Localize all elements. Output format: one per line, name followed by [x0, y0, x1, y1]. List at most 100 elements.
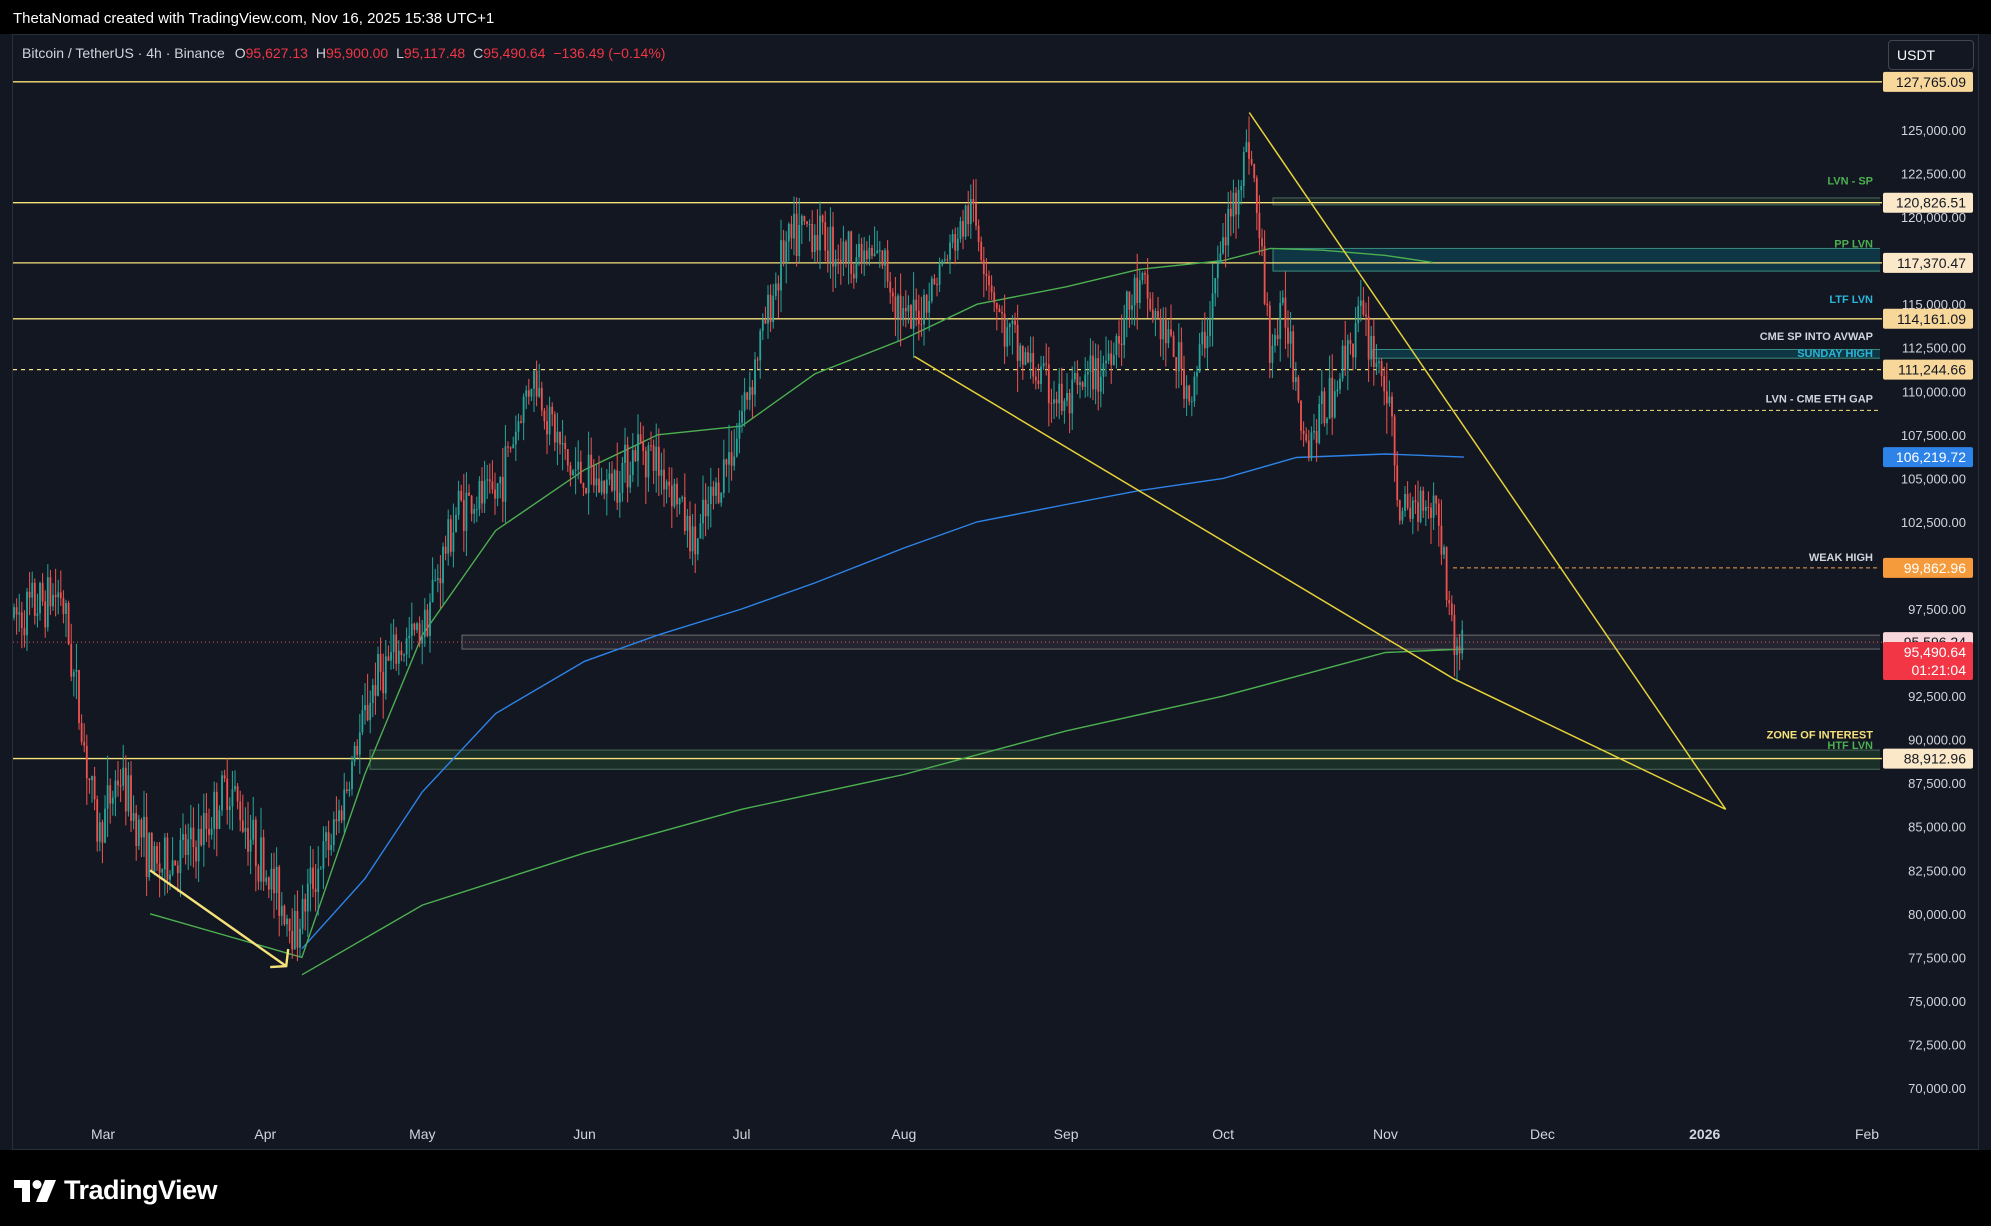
candle-body	[1318, 403, 1321, 443]
candle-body	[1391, 396, 1393, 417]
candle	[143, 790, 145, 857]
candle-body	[1388, 396, 1391, 404]
candle	[1021, 345, 1024, 380]
candle	[1297, 375, 1300, 404]
candle-body	[293, 910, 296, 950]
candle	[431, 557, 434, 603]
candle-body	[1432, 495, 1435, 518]
candle	[1107, 340, 1110, 365]
candle-body	[982, 259, 985, 275]
candle	[273, 852, 275, 919]
candle	[577, 440, 580, 480]
candle	[403, 653, 405, 663]
candle-body	[184, 834, 187, 855]
candle-body	[1435, 495, 1438, 504]
candle-body	[301, 899, 304, 929]
tag-111244: 111,244.66	[1898, 362, 1966, 378]
candle-body	[343, 789, 346, 821]
x-tick-1: Apr	[254, 1126, 276, 1142]
candle	[283, 904, 286, 926]
candle-body	[631, 450, 634, 475]
candle	[639, 422, 642, 445]
candle-body	[1068, 392, 1071, 414]
candle	[951, 229, 954, 249]
candle-body	[1323, 391, 1326, 424]
candle	[1040, 355, 1042, 392]
candle	[314, 863, 317, 912]
candle-body	[608, 473, 611, 480]
candle-body	[304, 899, 307, 912]
candle-body	[1245, 142, 1248, 153]
candle	[275, 847, 278, 910]
candle	[156, 842, 158, 871]
candle-body	[338, 810, 340, 822]
candle-body	[566, 449, 569, 466]
candle	[457, 480, 460, 520]
candle	[330, 833, 333, 856]
candle-body	[49, 577, 52, 607]
candle-body	[434, 579, 437, 581]
candle	[150, 831, 153, 873]
candle	[626, 436, 629, 503]
candle-body	[842, 241, 845, 262]
candle-body	[1349, 340, 1352, 344]
candle-body	[1170, 329, 1172, 336]
candle-body	[228, 806, 231, 810]
candle	[582, 482, 585, 497]
candle-body	[483, 480, 486, 504]
candle-body	[1209, 319, 1211, 336]
candle	[408, 616, 411, 658]
chart-frame	[12, 34, 1979, 1150]
candle-body	[283, 905, 286, 925]
candle-body	[179, 840, 182, 874]
candle-body	[374, 685, 377, 696]
candle-body	[174, 860, 177, 866]
candle	[202, 793, 205, 867]
candle	[106, 755, 109, 838]
candle-body	[501, 477, 504, 502]
candle	[1344, 320, 1347, 376]
candle-body	[1411, 500, 1414, 519]
candle	[894, 276, 897, 337]
candle-body	[348, 789, 351, 792]
candle	[499, 476, 502, 499]
candle-body	[871, 247, 873, 256]
candle-body	[715, 482, 717, 496]
candle-body	[405, 638, 408, 655]
candle-body	[1240, 186, 1243, 191]
candle	[1058, 367, 1061, 420]
x-tick-11: Feb	[1855, 1126, 1879, 1142]
currency-button[interactable]: USDT	[1888, 40, 1974, 70]
candle-body	[462, 500, 465, 531]
candle	[496, 483, 499, 507]
candle	[611, 461, 613, 493]
candle	[587, 431, 590, 515]
candle	[925, 293, 928, 320]
candle	[738, 410, 741, 454]
candle	[712, 480, 715, 510]
candle	[1310, 426, 1313, 462]
symbol-name: Bitcoin / TetherUS · 4h · Binance	[22, 45, 225, 61]
candle	[1274, 328, 1276, 353]
candle	[1458, 633, 1461, 671]
candle-body	[85, 745, 88, 779]
candle-body	[1227, 208, 1230, 246]
y-tick-6: 110,000.00	[1902, 384, 1966, 399]
tradingview-logo[interactable]: TradingView	[14, 1175, 218, 1206]
candle	[507, 441, 509, 458]
pp-lvn-zone	[1272, 247, 1880, 272]
candle	[400, 641, 403, 662]
tag-last-bg	[1883, 641, 1973, 680]
candle	[158, 841, 161, 898]
candle-body	[1099, 376, 1102, 392]
candle	[1359, 279, 1362, 322]
candle	[1162, 307, 1165, 361]
candle-body	[1365, 314, 1367, 317]
candle-body	[1097, 358, 1100, 392]
candle	[881, 250, 884, 270]
candle	[598, 455, 600, 493]
candle	[1003, 294, 1006, 364]
candle-body	[1354, 323, 1357, 358]
candle	[361, 695, 364, 736]
